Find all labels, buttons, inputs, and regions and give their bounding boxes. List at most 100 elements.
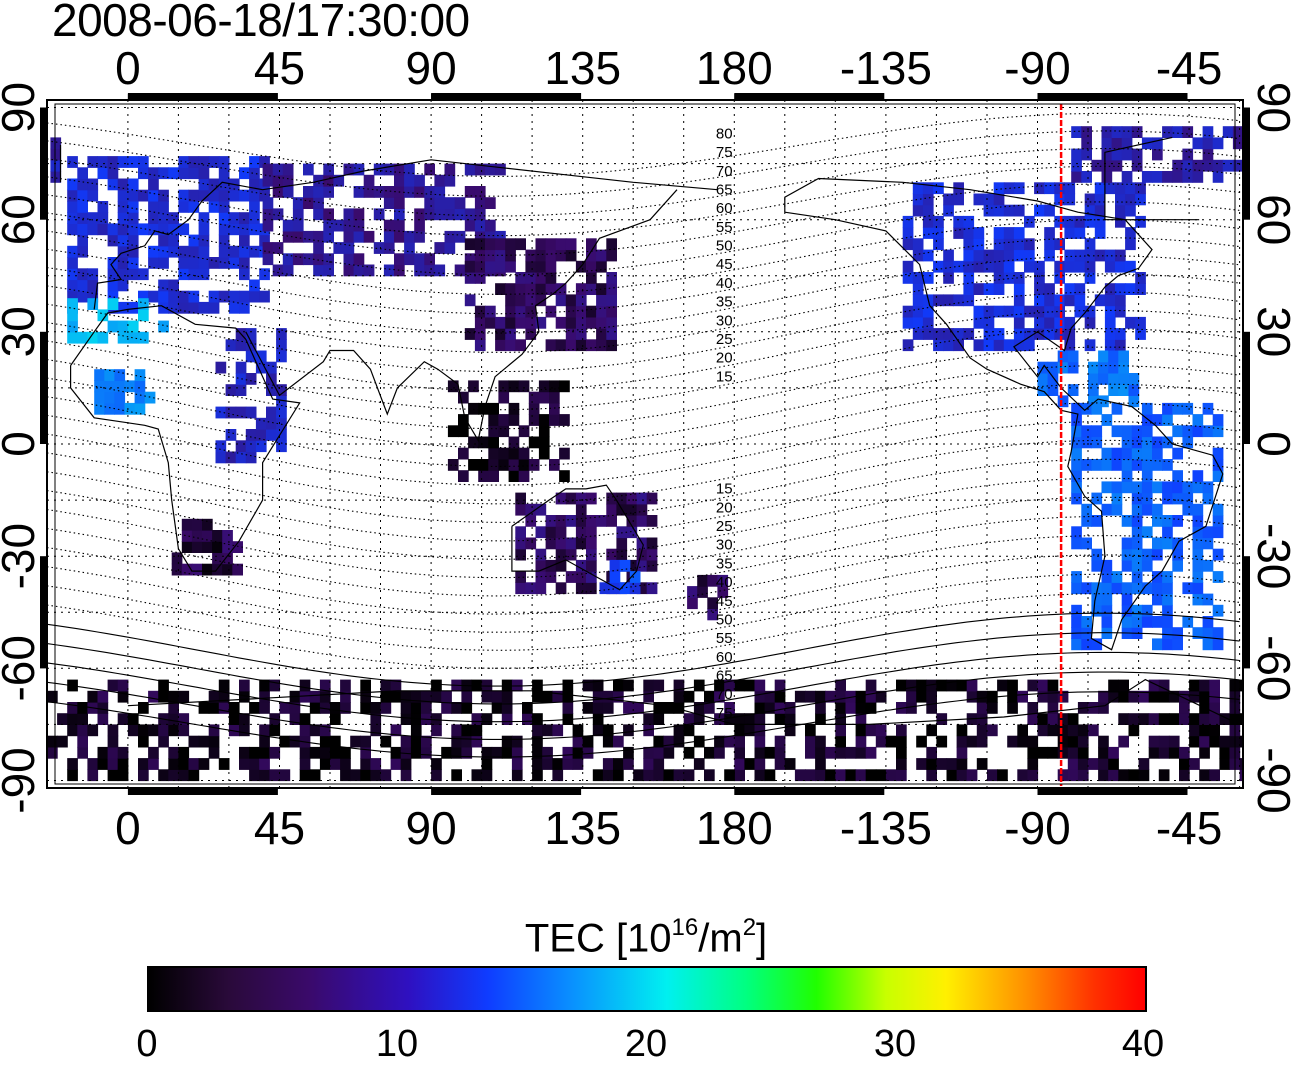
contour-labels-group: 8075706560555045403530252015152025303540… bbox=[716, 125, 733, 722]
tec-cell bbox=[447, 459, 459, 471]
tec-cell bbox=[515, 582, 526, 595]
tec-cell bbox=[922, 328, 934, 340]
tec-cell bbox=[309, 746, 321, 759]
tec-cell bbox=[276, 384, 287, 396]
tec-cell bbox=[266, 429, 277, 441]
tec-cell bbox=[1101, 559, 1113, 572]
tec-cell bbox=[444, 174, 456, 187]
tec-cell bbox=[228, 724, 240, 737]
tec-cell bbox=[1074, 283, 1086, 295]
tec-cell bbox=[1057, 713, 1069, 725]
tec-cell bbox=[1044, 305, 1055, 318]
contour-label: 55 bbox=[716, 219, 733, 236]
tec-cell bbox=[97, 758, 109, 770]
top-lon-label: 90 bbox=[406, 42, 457, 94]
mag-lat-contour bbox=[47, 691, 1240, 758]
tec-cell bbox=[343, 264, 355, 277]
tec-cell bbox=[1202, 616, 1214, 628]
tec-cell bbox=[1077, 724, 1089, 737]
tec-cell bbox=[127, 724, 139, 737]
tec-cell bbox=[586, 249, 597, 262]
tec-cell bbox=[916, 758, 927, 770]
tec-cell bbox=[319, 758, 331, 770]
tec-cell bbox=[734, 746, 745, 759]
tec-cell bbox=[1121, 470, 1133, 482]
tec-cell bbox=[235, 373, 247, 385]
tec-cell bbox=[127, 257, 139, 269]
tec-cell bbox=[464, 328, 476, 340]
tec-cell bbox=[623, 679, 634, 692]
tec-cell bbox=[1135, 316, 1146, 329]
tec-cell bbox=[697, 574, 708, 587]
tec-cell bbox=[1057, 724, 1069, 737]
tec-cell bbox=[67, 279, 78, 292]
tec-cell bbox=[138, 724, 149, 737]
tec-cell bbox=[481, 713, 493, 725]
tec-cell bbox=[606, 328, 617, 340]
tec-cell bbox=[1182, 171, 1194, 183]
tec-cell bbox=[485, 260, 496, 273]
tec-cell bbox=[613, 679, 624, 692]
tec-cell bbox=[191, 518, 203, 531]
tec-cell bbox=[609, 571, 621, 583]
tec-cell bbox=[333, 242, 345, 254]
tec-cell bbox=[926, 746, 937, 759]
tec-cell bbox=[471, 769, 483, 782]
mag-lat-contour bbox=[47, 573, 1240, 651]
tec-cell bbox=[805, 769, 816, 782]
tec-cell bbox=[67, 178, 78, 191]
tec-cell bbox=[107, 268, 119, 281]
tec-cell bbox=[559, 447, 570, 460]
tec-cell bbox=[249, 746, 260, 759]
tec-cell bbox=[188, 301, 200, 314]
tec-cell bbox=[602, 735, 614, 748]
tec-cell bbox=[1212, 447, 1224, 460]
tec-cell bbox=[1179, 769, 1190, 782]
tec-cell bbox=[1091, 638, 1103, 651]
tec-cell bbox=[1152, 137, 1163, 150]
tec-cell bbox=[1071, 526, 1082, 539]
tec-cell bbox=[1182, 481, 1194, 494]
tec-cell bbox=[373, 163, 385, 176]
tec-cell bbox=[319, 724, 331, 737]
tec-cell bbox=[202, 563, 213, 576]
tec-cell bbox=[282, 253, 294, 266]
tec-cell bbox=[208, 178, 220, 191]
tec-cell bbox=[404, 174, 415, 187]
tec-cell bbox=[1121, 148, 1133, 161]
tec-cell bbox=[259, 189, 270, 202]
tec-cell bbox=[673, 735, 685, 748]
tec-cell bbox=[1121, 459, 1133, 471]
tec-cell bbox=[239, 679, 250, 692]
tec-cell bbox=[431, 713, 442, 725]
tec-cell bbox=[1118, 373, 1129, 385]
tec-cell bbox=[1152, 459, 1163, 471]
coastline bbox=[93, 159, 718, 310]
tec-cell bbox=[138, 735, 149, 748]
tec-cell bbox=[774, 735, 786, 748]
tec-cell bbox=[67, 212, 78, 224]
tec-cell bbox=[390, 724, 402, 737]
tec-cell bbox=[586, 260, 597, 273]
tec-cell bbox=[478, 470, 489, 482]
tec-cell bbox=[454, 230, 466, 243]
tec-cell bbox=[515, 503, 526, 516]
tec-cell bbox=[936, 758, 948, 770]
tec-cell bbox=[474, 316, 486, 329]
tec-cell bbox=[67, 156, 78, 168]
tec-cell bbox=[943, 260, 954, 273]
tec-cell bbox=[228, 290, 240, 303]
tec-cell bbox=[370, 758, 382, 770]
tec-cell bbox=[562, 746, 574, 759]
tec-cell bbox=[485, 305, 496, 318]
tec-cell bbox=[1037, 724, 1049, 737]
tec-cell bbox=[491, 746, 503, 759]
tec-cell bbox=[983, 328, 995, 340]
tec-cell bbox=[1067, 746, 1079, 759]
tec-cell bbox=[1047, 702, 1059, 714]
tec-cell bbox=[1054, 215, 1065, 228]
tec-cell bbox=[1131, 559, 1143, 572]
tec-cell bbox=[1034, 260, 1045, 273]
tec-cell bbox=[704, 746, 715, 759]
tec-cell bbox=[1111, 459, 1123, 471]
